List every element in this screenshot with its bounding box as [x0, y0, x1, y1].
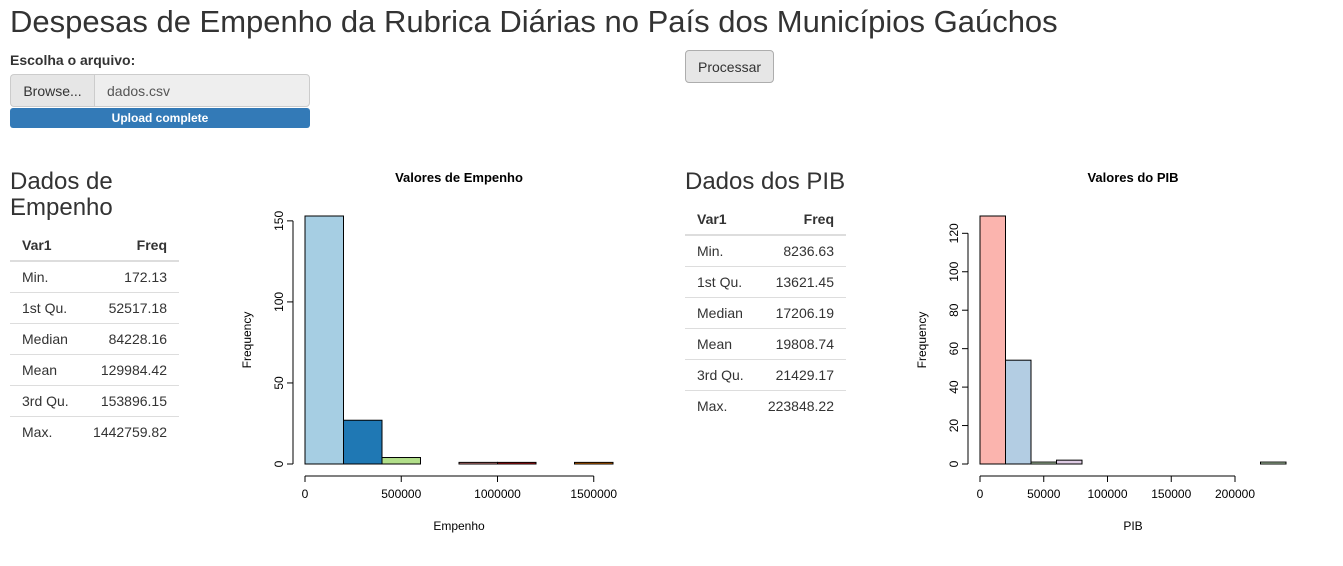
x-tick-label: 1500000	[570, 487, 617, 501]
x-tick-label: 1000000	[474, 487, 521, 501]
chart-title: Valores do PIB	[1087, 170, 1178, 185]
x-tick-label: 0	[302, 487, 309, 501]
table-row: Median 17206.19	[685, 297, 846, 329]
column-header-var1: Var1	[10, 230, 81, 262]
histogram-bar	[381, 457, 421, 465]
stat-label: Mean	[10, 354, 81, 386]
stat-label: Min.	[10, 261, 81, 293]
column-header-freq: Freq	[80, 230, 179, 262]
x-tick-label: 500000	[381, 487, 421, 501]
empenho-heading-line2: Empenho	[10, 194, 113, 221]
table-row: 3rd Qu. 21429.17	[685, 359, 846, 391]
empenho-summary-table: Var1 Freq Min. 172.13 1st Qu. 52517.18 Media…	[10, 230, 179, 447]
stat-value: 21429.17	[755, 359, 846, 391]
table-row: 1st Qu. 52517.18	[10, 292, 179, 324]
y-tick-label: 40	[947, 380, 961, 394]
upload-progress-bar: Upload complete	[10, 108, 310, 128]
x-tick-label: 200000	[1215, 487, 1255, 501]
table-row: Min. 172.13	[10, 261, 179, 293]
empenho-histogram: Valores de Empenho 0 500000 1000000 1500000 E…	[240, 170, 617, 533]
table-header-row: Var1 Freq	[685, 204, 846, 236]
stat-label: 3rd Qu.	[10, 385, 81, 417]
pib-heading: Dados dos PIB	[685, 168, 846, 195]
y-tick-label: 150	[272, 211, 286, 231]
pib-histogram: Valores do PIB 0 50000 100000 150000 200000 PI…	[915, 170, 1287, 533]
y-axis-label: Frequency	[240, 312, 254, 369]
stat-value: 84228.16	[80, 323, 179, 355]
histogram-bar	[497, 461, 537, 465]
table-row: Mean 19808.74	[685, 328, 846, 360]
stat-label: Median	[685, 297, 756, 329]
histogram-bar	[574, 461, 614, 465]
histogram-bar	[458, 461, 498, 465]
stat-value: 153896.15	[80, 385, 179, 417]
histogram-bar	[1005, 359, 1032, 465]
empenho-heading-line1: Dados de	[10, 168, 113, 195]
histogram-bar	[979, 215, 1006, 465]
pib-summary-table: Var1 Freq Min. 8236.63 1st Qu. 13621.45 Medi…	[685, 204, 846, 421]
stat-value: 8236.63	[755, 235, 846, 267]
table-row: 1st Qu. 13621.45	[685, 266, 846, 298]
table-row: Max. 223848.22	[685, 391, 846, 422]
y-tick-label: 0	[947, 460, 961, 467]
y-tick-label: 20	[947, 419, 961, 433]
table-row: Mean 129984.42	[10, 354, 179, 386]
stat-value: 172.13	[80, 261, 179, 293]
x-tick-label: 150000	[1151, 487, 1191, 501]
stat-label: Mean	[685, 328, 756, 360]
column-header-freq: Freq	[755, 204, 846, 236]
stat-value: 13621.45	[755, 266, 846, 298]
stat-label: Max.	[697, 398, 728, 414]
table-row: Min. 8236.63	[685, 235, 846, 267]
stat-label: 3rd Qu.	[685, 359, 756, 391]
histogram-bar	[1056, 459, 1083, 465]
y-tick-label: 120	[947, 223, 961, 243]
y-axis-label: Frequency	[915, 312, 929, 369]
table-row: Max. 1442759.82	[10, 417, 179, 448]
x-axis-label: PIB	[1123, 519, 1142, 533]
y-tick-label: 0	[272, 460, 286, 467]
stat-label: 1st Qu.	[685, 266, 756, 298]
x-tick-label: 50000	[1027, 487, 1061, 501]
stat-value: 223848.22	[767, 398, 834, 414]
y-tick-label: 80	[947, 303, 961, 317]
x-axis-label: Empenho	[433, 519, 485, 533]
table-header-row: Var1 Freq	[10, 230, 179, 262]
y-tick-label: 50	[272, 376, 286, 390]
histogram-bar	[1260, 461, 1287, 465]
x-tick-label: 100000	[1087, 487, 1127, 501]
stat-value: 52517.18	[80, 292, 179, 324]
table-row: 3rd Qu. 153896.15	[10, 385, 179, 417]
file-input-label: Escolha o arquivo:	[10, 52, 136, 68]
histogram-bar	[343, 419, 383, 465]
x-tick-label: 0	[977, 487, 984, 501]
histogram-bar	[1030, 461, 1057, 465]
browse-button[interactable]: Browse...	[10, 74, 94, 107]
stat-label: Median	[10, 323, 81, 355]
y-tick-label: 100	[272, 292, 286, 312]
chart-title: Valores de Empenho	[395, 170, 523, 185]
process-button[interactable]: Processar	[685, 50, 775, 83]
stat-value: 129984.42	[80, 354, 179, 386]
empenho-heading: Dados de Empenho	[10, 169, 113, 221]
y-tick-label: 100	[947, 261, 961, 281]
stat-value: 19808.74	[755, 328, 846, 360]
page-title: Despesas de Empenho da Rubrica Diárias n…	[10, 4, 1058, 39]
file-name-field[interactable]: dados.csv	[94, 74, 310, 107]
stat-value: 1442759.82	[93, 424, 167, 440]
column-header-var1: Var1	[685, 204, 756, 236]
table-row: Median 84228.16	[10, 323, 179, 355]
y-tick-label: 60	[947, 342, 961, 356]
stat-label: Max.	[22, 424, 53, 440]
histogram-bar	[304, 215, 344, 465]
file-input-group: Browse... dados.csv	[10, 74, 310, 107]
stat-value: 17206.19	[755, 297, 846, 329]
stat-label: Min.	[685, 235, 756, 267]
stat-label: 1st Qu.	[10, 292, 81, 324]
